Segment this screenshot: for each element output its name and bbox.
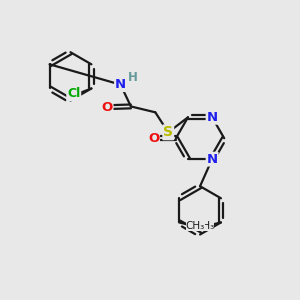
Text: O: O bbox=[101, 100, 112, 113]
Text: S: S bbox=[163, 125, 173, 139]
Text: N: N bbox=[115, 78, 126, 91]
Text: O: O bbox=[148, 132, 159, 145]
Text: CH₃: CH₃ bbox=[186, 221, 205, 231]
Text: N: N bbox=[207, 153, 218, 166]
Text: CH₃: CH₃ bbox=[195, 221, 214, 231]
Text: Cl: Cl bbox=[67, 87, 80, 100]
Text: N: N bbox=[207, 111, 218, 124]
Text: H: H bbox=[128, 71, 138, 84]
